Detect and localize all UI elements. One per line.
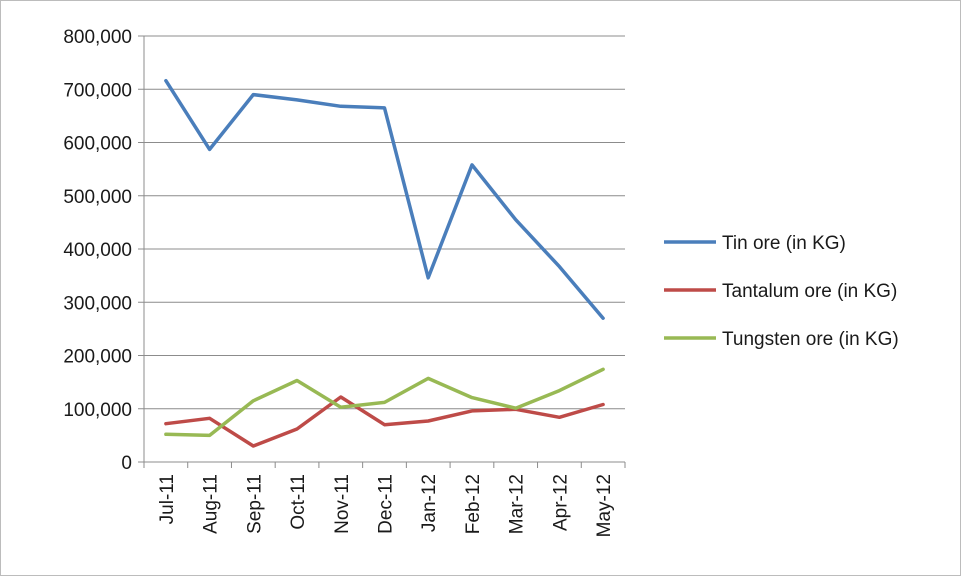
x-tick-label: Jan-12 <box>419 474 440 532</box>
series-lines <box>164 78 605 448</box>
x-tick-label: Sep-11 <box>244 474 265 534</box>
x-tick-label: May-12 <box>594 474 615 537</box>
x-tick-label: Aug-11 <box>201 474 222 534</box>
legend-label: Tin ore (in KG) <box>722 233 846 254</box>
series-line-2 <box>164 395 605 448</box>
legend: Tin ore (in KG) Tantalum ore (in KG) Tungs… <box>664 233 899 350</box>
gridlines <box>144 35 625 410</box>
x-tick-label: Nov-11 <box>332 474 353 534</box>
y-tick-label: 100,000 <box>63 400 132 421</box>
legend-label: Tantalum ore (in KG) <box>722 281 897 302</box>
y-tick-label: 800,000 <box>63 27 132 48</box>
y-tick-label: 300,000 <box>63 293 132 314</box>
x-tick-label: Jul-11 <box>157 474 178 524</box>
y-tick-label: 400,000 <box>63 240 132 261</box>
y-axis-tick-labels: 0 100,000 200,000 300,000 400,000 500,000 600,… <box>63 27 132 474</box>
x-tick-label: Feb-12 <box>463 474 484 534</box>
x-axis-tick-labels: Jul-11 Aug-11 Sep-11 Oct-11 Nov-11 Dec-11 Jan-… <box>157 474 615 537</box>
y-tick-label: 200,000 <box>63 347 132 368</box>
y-tick-label: 0 <box>121 453 132 474</box>
x-tick-label: Dec-11 <box>376 474 397 534</box>
legend-label: Tungsten ore (in KG) <box>722 329 899 350</box>
axes <box>138 35 626 468</box>
x-tick-label: Oct-11 <box>288 474 309 530</box>
series-line-3 <box>164 367 605 438</box>
series-line-1 <box>164 78 605 320</box>
y-tick-label: 600,000 <box>63 134 132 155</box>
x-tick-label: Apr-12 <box>550 474 571 531</box>
x-tick-label: Mar-12 <box>507 474 528 534</box>
y-tick-label: 500,000 <box>63 187 132 208</box>
y-tick-label: 700,000 <box>63 80 132 101</box>
